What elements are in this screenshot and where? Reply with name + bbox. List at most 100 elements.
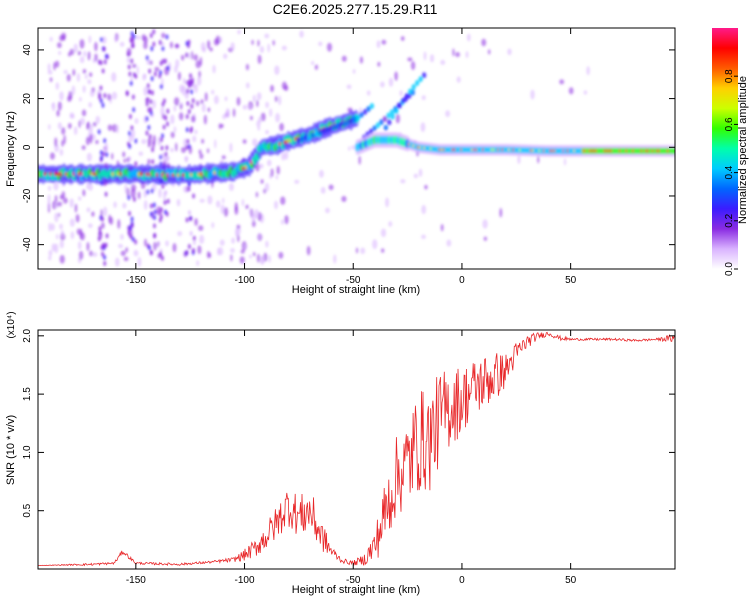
- speckle: [237, 29, 241, 35]
- speckle: [559, 79, 565, 85]
- streak-blob: [132, 34, 136, 40]
- speckle: [306, 245, 311, 256]
- speckle: [268, 254, 271, 263]
- streak-blob: [158, 39, 162, 45]
- speckle: [78, 120, 81, 129]
- snr-y-tick-label: 0.5: [22, 503, 33, 517]
- speckle: [279, 122, 284, 132]
- speckle: [256, 253, 261, 263]
- speckle: [118, 243, 124, 249]
- streak-blob: [104, 242, 108, 248]
- speckle: [61, 139, 64, 147]
- speckle: [174, 43, 180, 49]
- speckle: [88, 183, 93, 191]
- streak-blob: [149, 99, 153, 105]
- speckle: [55, 82, 60, 90]
- streak-blob: [104, 53, 109, 59]
- streak-blob: [185, 217, 189, 223]
- speckle: [79, 117, 86, 126]
- speckle: [351, 145, 356, 150]
- speckle: [59, 91, 64, 101]
- speckle: [219, 36, 223, 44]
- streak-blob: [164, 151, 168, 157]
- speckle: [213, 38, 220, 46]
- speckle: [143, 189, 147, 198]
- streak-blob: [159, 137, 164, 143]
- snr-y-ticks: 0.5 1.0 1.5 2.0: [22, 328, 675, 518]
- streak-blob: [148, 68, 152, 74]
- colorbar-tick-label: 0.8: [724, 69, 735, 83]
- streak-blob: [126, 51, 130, 57]
- streak-blob: [132, 107, 136, 113]
- streak-blob: [105, 151, 109, 158]
- streak-blob: [103, 260, 107, 267]
- speckle: [176, 198, 181, 207]
- streak-blob: [185, 52, 189, 58]
- streak-blob: [132, 72, 136, 78]
- streak-blob: [102, 254, 107, 260]
- streak-blob: [128, 71, 132, 77]
- speckle: [59, 254, 65, 264]
- branch-blob: [407, 88, 413, 95]
- speckle: [173, 126, 177, 133]
- speckle: [247, 104, 252, 111]
- speckle: [381, 39, 387, 45]
- streak-blob: [186, 138, 190, 144]
- branch-blob: [310, 131, 316, 138]
- streak-blob: [130, 43, 135, 49]
- speckle: [452, 48, 455, 57]
- branch-blob: [324, 126, 329, 133]
- speckle: [154, 66, 160, 72]
- speckle: [194, 129, 198, 135]
- speckle: [421, 234, 426, 240]
- colorbar-label: Normalized spectral amplitude: [737, 76, 749, 224]
- speckle: [47, 200, 51, 209]
- speckle: [440, 223, 444, 232]
- speckle: [53, 181, 59, 191]
- branch-blob: [334, 122, 340, 129]
- streak-blob: [147, 88, 151, 95]
- speckle: [242, 139, 247, 144]
- speckle: [132, 63, 137, 69]
- snr-y-tick-label: 1.0: [22, 445, 33, 459]
- speckle: [221, 197, 225, 204]
- snr-x-ticks: -150 -100 -50 0 50: [126, 330, 577, 586]
- streak-blob: [153, 209, 157, 215]
- streak-blob: [150, 188, 154, 194]
- speckle: [88, 123, 94, 132]
- speckle: [198, 70, 201, 78]
- branch-blob: [300, 135, 305, 142]
- streak-blob: [185, 144, 189, 150]
- speckle: [320, 186, 326, 194]
- streak-blob: [103, 138, 107, 144]
- speckle: [198, 225, 204, 231]
- speckle: [67, 123, 72, 129]
- speckle: [257, 232, 261, 241]
- speckle: [136, 66, 139, 75]
- speckle: [184, 156, 188, 163]
- snr-x-tick-label: -100: [235, 575, 255, 586]
- speckle: [87, 51, 91, 61]
- speckle: [138, 151, 144, 156]
- speckle: [380, 81, 385, 88]
- speckle: [215, 200, 221, 208]
- streak-blob: [100, 251, 105, 257]
- speckle: [60, 229, 65, 237]
- streak-blob: [185, 113, 189, 120]
- speckle: [319, 169, 324, 178]
- streak-blob: [150, 147, 155, 153]
- speckle: [111, 72, 117, 82]
- speckle: [103, 206, 108, 217]
- speckle: [465, 51, 469, 59]
- streak-blob: [127, 64, 131, 70]
- speckle: [182, 77, 186, 84]
- speckle: [179, 84, 185, 93]
- speckle: [82, 85, 86, 93]
- speckle: [440, 59, 446, 65]
- speckle: [223, 53, 228, 60]
- speckle: [143, 200, 148, 210]
- speckle: [248, 208, 252, 216]
- speckle: [200, 99, 204, 105]
- streak-blob: [190, 103, 194, 109]
- branch-blob: [387, 119, 392, 126]
